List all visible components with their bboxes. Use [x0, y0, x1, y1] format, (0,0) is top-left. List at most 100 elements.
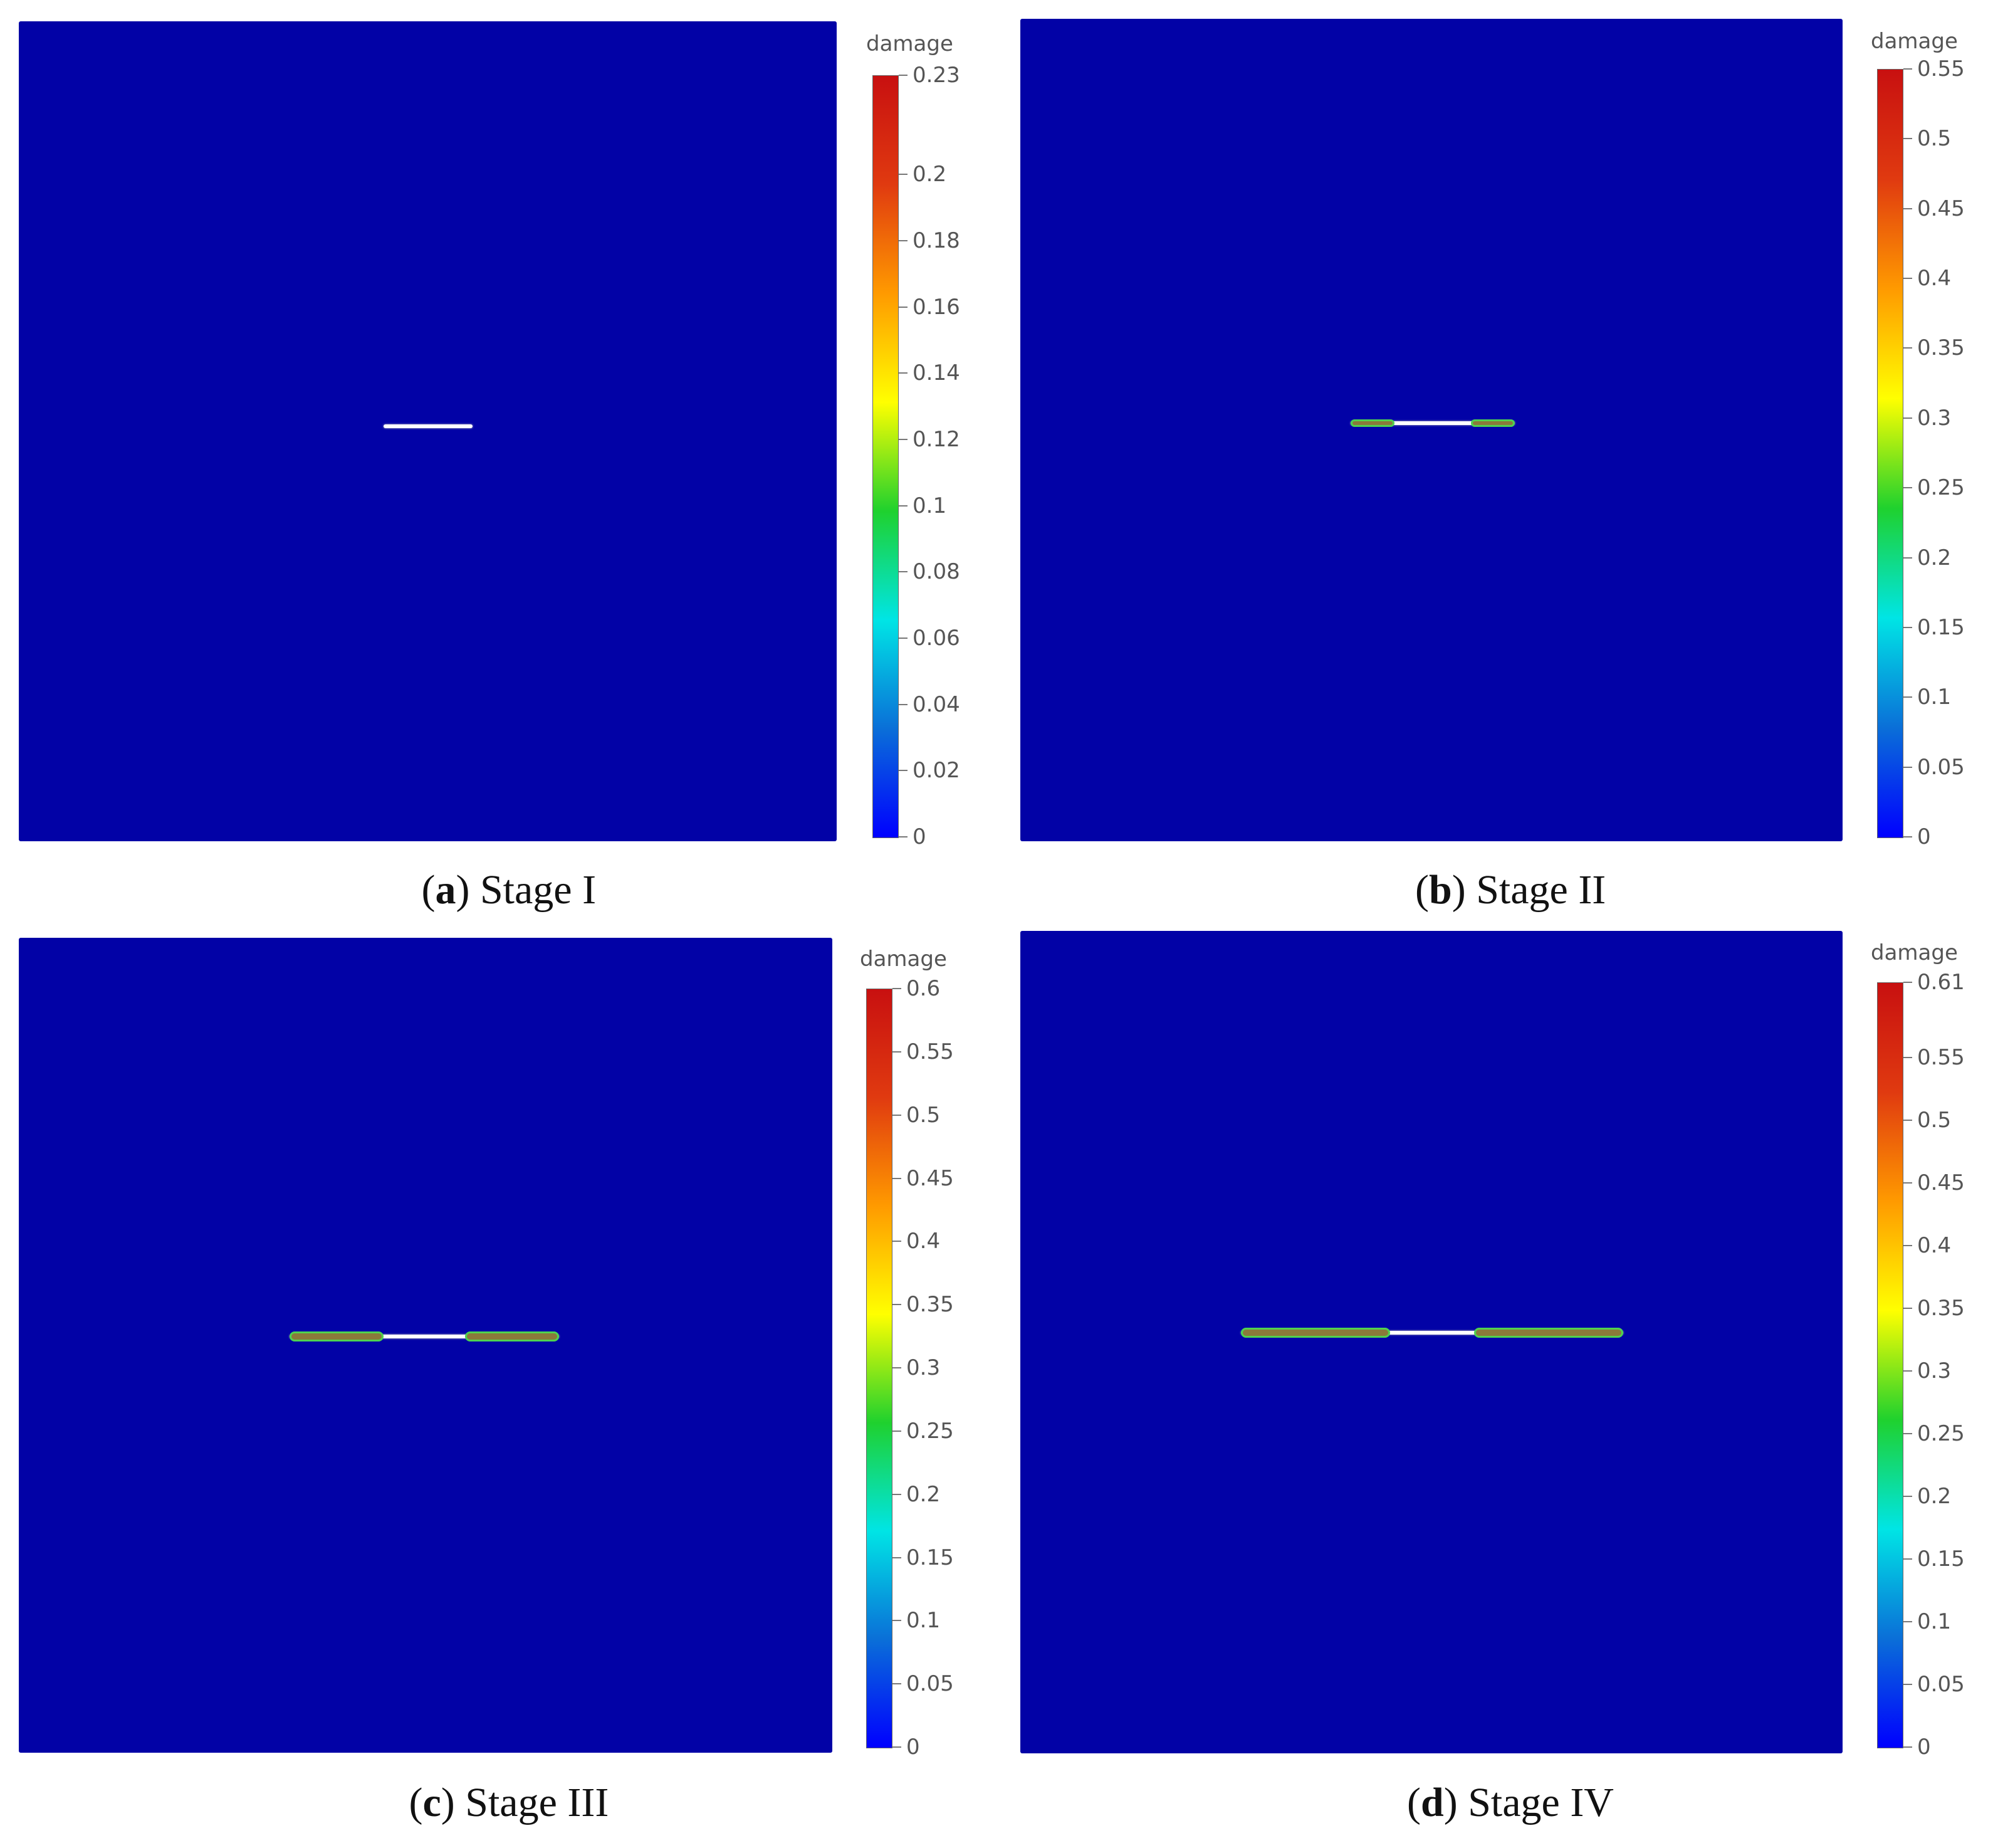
tick-mark [899, 439, 908, 441]
tick-label: 0.2 [1917, 545, 1952, 570]
tick-label: 0.16 [913, 294, 960, 320]
crack-tip-left [1351, 419, 1394, 427]
tick-label: 0.6 [906, 976, 941, 1001]
tick-mark [1903, 1684, 1912, 1685]
tick-mark [892, 1367, 901, 1368]
tick-mark [892, 1051, 901, 1053]
tick-label: 0 [906, 1735, 920, 1760]
tick-mark [1903, 626, 1912, 628]
tick-mark [892, 1493, 901, 1495]
tick-mark [899, 703, 908, 705]
tick-label: 0.04 [913, 691, 960, 717]
tick-label: 0.2 [913, 162, 947, 187]
colorbar-title: damage [1871, 29, 1958, 54]
tick-mark [1903, 1182, 1912, 1184]
colorbar [1877, 69, 1903, 838]
tick-mark [1903, 1120, 1912, 1121]
crack-tip-right [1471, 419, 1515, 427]
colorbar [1877, 982, 1903, 1748]
tick-label: 0.55 [1917, 56, 1965, 81]
tick-mark [1903, 557, 1912, 559]
panel-caption: (a) Stage I [421, 867, 597, 913]
tick-label: 0.5 [906, 1102, 941, 1128]
tick-mark [1903, 696, 1912, 698]
tick-label: 0.18 [913, 228, 960, 254]
tick-mark [1903, 982, 1912, 983]
tick-mark [1903, 1496, 1912, 1497]
tick-mark [1903, 347, 1912, 349]
tick-label: 0.2 [906, 1481, 941, 1507]
caption-text: Stage II [1476, 867, 1606, 913]
tick-mark [1903, 487, 1912, 489]
tick-mark [1903, 207, 1912, 209]
tick-mark [892, 1114, 901, 1116]
tick-label: 0.45 [1917, 1170, 1965, 1195]
tick-label: 0.2 [1917, 1484, 1952, 1509]
tick-label: 0 [913, 824, 926, 849]
colorbar [866, 989, 892, 1748]
tick-label: 0.61 [1917, 970, 1965, 995]
tick-mark [899, 638, 908, 639]
tick-label: 0.1 [906, 1608, 941, 1634]
tick-mark [899, 75, 908, 76]
tick-mark [892, 1746, 901, 1748]
crack-core [384, 424, 473, 428]
tick-mark [899, 505, 908, 507]
tick-label: 0.55 [1917, 1045, 1965, 1070]
caption-text: Stage IV [1468, 1780, 1614, 1825]
crack-core [1351, 421, 1515, 425]
tick-mark [892, 1304, 901, 1306]
tick-label: 0.02 [913, 758, 960, 784]
tick-mark [1903, 138, 1912, 140]
caption-letter: b [1428, 867, 1452, 913]
tick-mark [892, 988, 901, 989]
tick-mark [1903, 1433, 1912, 1434]
tick-mark [1903, 1621, 1912, 1622]
tick-mark [1903, 1746, 1912, 1748]
tick-mark [892, 1557, 901, 1558]
tick-label: 0.3 [1917, 405, 1952, 431]
caption-letter: c [422, 1780, 441, 1825]
tick-label: 0.05 [1917, 754, 1965, 780]
tick-label: 0.12 [913, 427, 960, 453]
colorbar-title: damage [860, 947, 947, 972]
caption-letter: d [1420, 1780, 1444, 1825]
tick-label: 0 [1917, 824, 1931, 849]
tick-mark [899, 372, 908, 374]
tick-mark [1903, 1370, 1912, 1372]
tick-label: 0.05 [906, 1671, 954, 1697]
tick-label: 0.25 [906, 1418, 954, 1444]
tick-label: 0.15 [906, 1545, 954, 1570]
tick-label: 0 [1917, 1735, 1931, 1760]
tick-label: 0.4 [1917, 1233, 1952, 1258]
tick-label: 0.25 [1917, 1421, 1965, 1446]
tick-label: 0.05 [1917, 1672, 1965, 1697]
damage-field [1020, 19, 1843, 841]
crack-tip-right [1474, 1328, 1623, 1338]
tick-label: 0.5 [1917, 126, 1952, 152]
tick-mark [1903, 1245, 1912, 1246]
colorbar [872, 75, 899, 838]
tick-label: 0.4 [1917, 266, 1952, 291]
tick-label: 0.35 [1917, 335, 1965, 361]
damage-field [1020, 931, 1843, 1753]
tick-label: 0.3 [906, 1355, 941, 1380]
tick-mark [899, 836, 908, 837]
panel-caption: (c) Stage III [409, 1780, 609, 1825]
damage-field [19, 21, 837, 841]
tick-mark [899, 770, 908, 772]
tick-mark [892, 1241, 901, 1242]
tick-label: 0.14 [913, 360, 960, 386]
crack-core [1241, 1331, 1623, 1335]
colorbar-title: damage [866, 31, 953, 56]
tick-label: 0.45 [906, 1165, 954, 1191]
tick-mark [899, 240, 908, 242]
tick-mark [899, 571, 908, 573]
caption-letter: a [435, 867, 456, 913]
tick-label: 0.08 [913, 559, 960, 585]
tick-label: 0.45 [1917, 196, 1965, 221]
tick-label: 0.5 [1917, 1108, 1952, 1133]
tick-mark [892, 1683, 901, 1685]
tick-mark [1903, 836, 1912, 837]
tick-mark [1903, 1308, 1912, 1309]
